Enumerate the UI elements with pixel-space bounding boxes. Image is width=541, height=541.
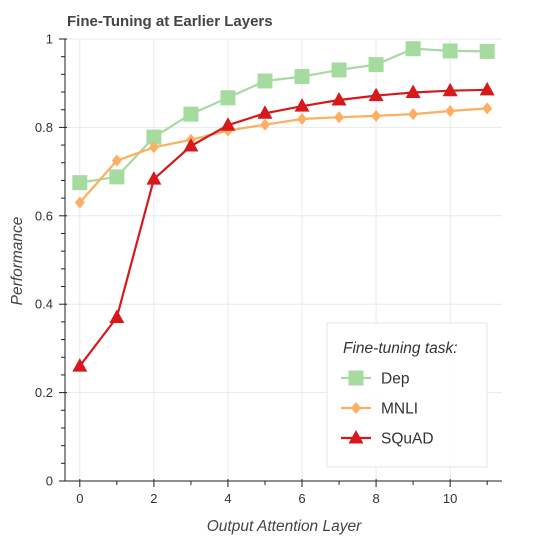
- mnli-point: [259, 118, 270, 131]
- mnli-point: [371, 109, 382, 122]
- squad-point: [442, 82, 458, 97]
- series-group: [72, 41, 495, 372]
- x-tick-label: 8: [372, 491, 379, 506]
- dep-point: [442, 43, 458, 59]
- legend-label: Dep: [381, 371, 409, 388]
- legend-label: SQuAD: [381, 431, 434, 448]
- dep-point: [146, 129, 162, 145]
- dep-point: [479, 43, 495, 59]
- mnli-point: [482, 102, 493, 115]
- mnli-point: [408, 108, 419, 121]
- legend-item-mnli: MNLI: [341, 401, 418, 418]
- squad-point: [257, 105, 273, 119]
- dep-point: [405, 41, 421, 57]
- dep-point: [220, 90, 236, 106]
- y-axis-label: Performance: [9, 216, 26, 305]
- dep-line: [79, 47, 488, 184]
- dep-point: [72, 175, 88, 191]
- x-tick-label: 0: [76, 491, 83, 506]
- squad-point: [183, 137, 199, 152]
- squad-point: [405, 84, 421, 98]
- legend-title: Fine-tuning task:: [343, 340, 458, 357]
- x-tick-label: 6: [298, 491, 305, 506]
- legend-label: MNLI: [381, 401, 418, 418]
- y-tick-label: 0.4: [35, 297, 53, 312]
- legend-swatch-marker: [348, 370, 364, 386]
- mnli-point: [111, 154, 122, 167]
- y-tick-label: 0.6: [35, 208, 53, 223]
- y-tick-label: 0.8: [35, 120, 53, 135]
- chart-title: Fine-Tuning at Earlier Layers: [67, 13, 273, 30]
- x-tick-label: 10: [443, 491, 457, 506]
- dep-point: [294, 69, 310, 85]
- mnli-point: [297, 113, 308, 126]
- series-mnli: [74, 102, 493, 209]
- dep-point: [183, 106, 199, 122]
- mnli-point: [148, 141, 159, 154]
- squad-point: [479, 81, 495, 96]
- squad-point: [146, 171, 162, 185]
- dep-point: [257, 73, 273, 89]
- legend-swatch-marker: [348, 430, 364, 444]
- squad-point: [331, 91, 347, 106]
- tick-labels: 0 2 4 6 8 10 0 0.2 0.4 0.6 0.8 1: [35, 32, 457, 507]
- dep-point: [368, 57, 384, 73]
- mnli-point: [74, 196, 85, 209]
- x-tick-label: 4: [224, 491, 231, 506]
- legend-swatch-marker: [351, 402, 361, 414]
- series-squad: [72, 81, 495, 372]
- squad-point: [109, 309, 125, 323]
- squad-line: [78, 88, 488, 367]
- squad-point: [72, 358, 88, 372]
- mnli-point: [445, 105, 456, 118]
- mnli-point: [334, 111, 345, 124]
- squad-point: [368, 87, 384, 102]
- legend-item-dep: Dep: [341, 370, 409, 388]
- axes: [59, 38, 502, 487]
- legend: Fine-tuning task: Dep MNLI SQuAD: [326, 322, 488, 468]
- x-axis-label: Output Attention Layer: [207, 518, 362, 535]
- y-tick-label: 0: [46, 474, 53, 489]
- legend-items: Dep MNLI SQuAD: [341, 370, 434, 448]
- mnli-line: [78, 107, 488, 204]
- squad-point: [220, 117, 236, 131]
- y-tick-label: 0.2: [35, 385, 53, 400]
- y-tick-label: 1: [46, 32, 53, 47]
- dep-point: [331, 62, 347, 78]
- squad-point: [294, 98, 310, 112]
- legend-item-squad: SQuAD: [341, 430, 434, 448]
- x-tick-label: 2: [150, 491, 157, 506]
- series-dep: [72, 41, 495, 191]
- dep-point: [109, 169, 125, 185]
